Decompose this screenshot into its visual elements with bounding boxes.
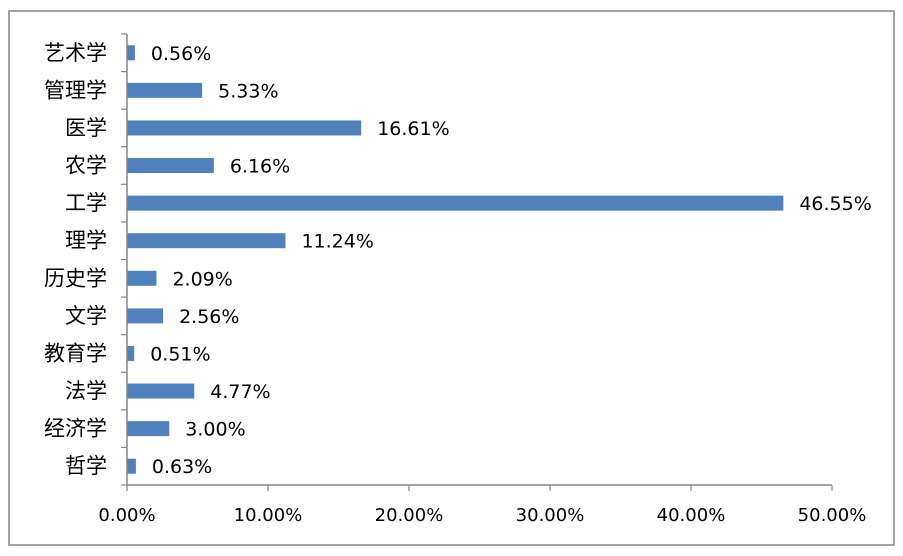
bar <box>127 458 136 474</box>
category-label: 哲学 <box>65 454 107 478</box>
bar <box>127 233 286 249</box>
data-label: 6.16% <box>230 156 290 178</box>
bar <box>127 383 195 399</box>
data-label: 2.56% <box>179 306 239 328</box>
category-label: 管理学 <box>44 78 107 102</box>
data-label: 0.51% <box>150 343 210 365</box>
data-label: 0.56% <box>151 43 211 65</box>
data-label: 4.77% <box>210 381 270 403</box>
category-label: 教育学 <box>44 341 107 365</box>
bar <box>127 345 135 361</box>
bar <box>127 158 214 174</box>
x-tick-label: 10.00% <box>234 505 303 526</box>
bar <box>127 82 203 98</box>
category-label: 艺术学 <box>44 41 107 65</box>
bar <box>127 120 362 136</box>
bar <box>127 270 157 286</box>
data-label: 11.24% <box>301 231 373 253</box>
category-label: 经济学 <box>44 417 107 441</box>
category-label: 文学 <box>65 304 107 328</box>
category-label: 农学 <box>65 154 107 178</box>
data-label: 2.09% <box>172 268 232 290</box>
x-tick-label: 50.00% <box>798 505 867 526</box>
data-label: 5.33% <box>218 80 278 102</box>
data-label: 3.00% <box>185 419 245 441</box>
category-label: 历史学 <box>44 266 107 290</box>
x-tick-label: 20.00% <box>375 505 444 526</box>
x-tick-label: 40.00% <box>657 505 726 526</box>
category-label: 工学 <box>65 191 107 215</box>
x-tick-label: 30.00% <box>516 505 585 526</box>
chart-border <box>8 10 895 546</box>
category-label: 医学 <box>65 116 107 140</box>
bar <box>127 421 170 437</box>
category-label: 理学 <box>65 229 107 253</box>
bar <box>127 308 164 324</box>
x-tick-label: 0.00% <box>98 505 155 526</box>
category-label: 法学 <box>65 379 107 403</box>
data-label: 0.63% <box>152 456 212 478</box>
bar <box>127 195 784 211</box>
data-label: 16.61% <box>377 118 449 140</box>
data-label: 46.55% <box>799 193 871 215</box>
bar <box>127 45 135 61</box>
